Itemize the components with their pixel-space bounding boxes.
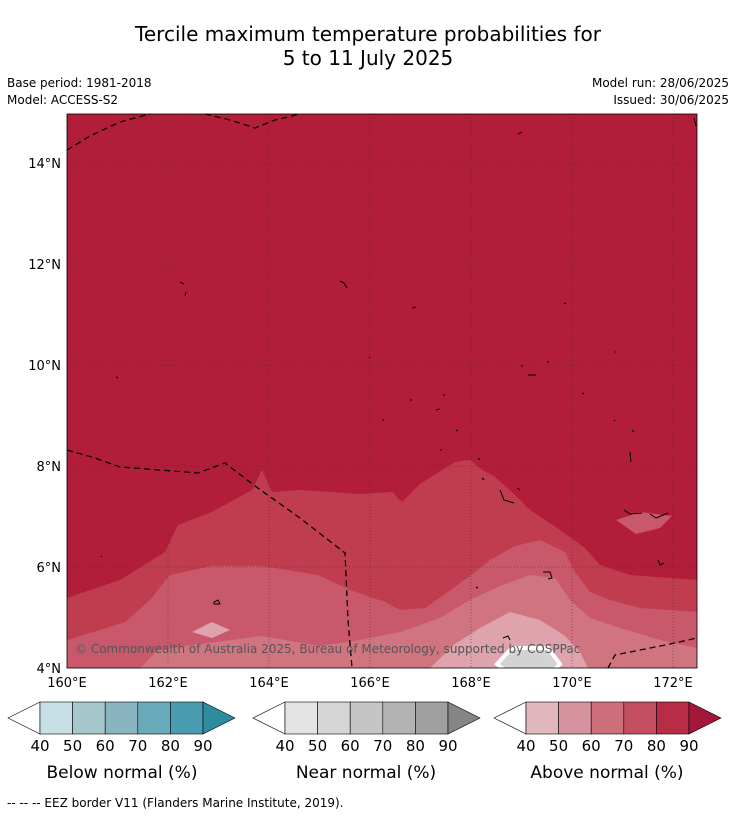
title-line-1: Tercile maximum temperature probabilitie… [135, 22, 601, 46]
cb-near-seg-3 [349, 701, 384, 735]
cb-below-tick-70: 70 [128, 737, 147, 755]
cb-above-tick-70: 70 [614, 737, 633, 755]
map-frame [66, 113, 698, 669]
cb-above-seg-1 [525, 701, 559, 735]
field-near-normal [497, 648, 560, 668]
issued-date: Issued: 30/06/2025 [613, 93, 729, 107]
cb-above-seg-4 [623, 701, 657, 735]
meta-right: Model run: 28/06/2025 Issued: 30/06/2025 [592, 75, 729, 109]
cb-near-arrow-high [447, 701, 481, 735]
cb-above-seg-3 [590, 701, 625, 735]
cb-below-arrow-low [7, 701, 41, 735]
cb-above-arrow-high [688, 701, 722, 735]
cb-above-seg-5 [656, 701, 690, 735]
cb-below-tick-80: 80 [161, 737, 180, 755]
lon-tick-164: 164°E [249, 676, 289, 691]
cb-above-tick-90: 90 [679, 737, 698, 755]
base-period: Base period: 1981-2018 [7, 76, 152, 90]
cb-above-tick-40: 40 [516, 737, 535, 755]
cb-near-seg-5 [415, 701, 449, 735]
cb-near-tick-50: 50 [308, 737, 327, 755]
lon-tick-160: 160°E [47, 676, 87, 691]
cb-below-seg-5 [170, 701, 204, 735]
cb-above-tick-60: 60 [582, 737, 601, 755]
cb-above-seg-2 [558, 701, 592, 735]
model-run: Model run: 28/06/2025 [591, 76, 729, 90]
cb-above-arrow-low [493, 701, 527, 735]
islands [100, 117, 697, 641]
colorbar-near: 40 50 60 70 80 90 Near normal (%) [252, 701, 481, 783]
cb-near-tick-80: 80 [406, 737, 425, 755]
field-near-outline [494, 646, 563, 668]
lat-tick-8: 8°N [37, 460, 62, 475]
lon-ticks: 160°E 162°E 164°E 166°E 168°E 170°E 172°… [47, 676, 693, 691]
lat-ticks: 14°N 12°N 10°N 8°N 6°N 4°N [28, 157, 61, 677]
cb-near-title: Near normal (%) [296, 763, 436, 783]
graticule [67, 114, 697, 668]
cb-below-tick-40: 40 [30, 737, 49, 755]
cb-below-tick-90: 90 [193, 737, 212, 755]
footnote: -- -- -- EEZ border V11 (Flanders Marine… [7, 796, 344, 810]
eez-borders [67, 114, 697, 668]
lat-tick-10: 10°N [28, 359, 61, 374]
lat-tick-14: 14°N [28, 157, 61, 172]
cb-above-tick-80: 80 [647, 737, 666, 755]
map-plot-area: © Commonwealth of Australia 2025, Bureau… [67, 114, 697, 668]
lon-tick-170: 170°E [552, 676, 592, 691]
field-light-patch [192, 622, 230, 638]
cb-near-seg-1 [284, 701, 318, 735]
cb-near-tick-70: 70 [373, 737, 392, 755]
cb-below-seg-4 [137, 701, 171, 735]
model-name: Model: ACCESS-S2 [7, 93, 119, 107]
cb-near-tick-40: 40 [275, 737, 294, 755]
meta-left: Base period: 1981-2018 Model: ACCESS-S2 [7, 75, 152, 109]
lon-tick-166: 166°E [350, 676, 390, 691]
lon-tick-162: 162°E [148, 676, 188, 691]
cb-near-arrow-low [252, 701, 286, 735]
cb-below-tick-50: 50 [63, 737, 82, 755]
lat-tick-12: 12°N [28, 258, 61, 273]
colorbar-above: 40 50 60 70 80 90 Above normal (%) [493, 701, 722, 783]
cb-near-seg-4 [382, 701, 416, 735]
cb-near-tick-60: 60 [341, 737, 360, 755]
map-title: Tercile maximum temperature probabilitie… [0, 22, 736, 70]
cb-below-tick-60: 60 [96, 737, 115, 755]
cb-below-seg-2 [72, 701, 106, 735]
lat-tick-6: 6°N [37, 561, 62, 576]
lon-tick-172: 172°E [653, 676, 693, 691]
cb-near-seg-2 [317, 701, 351, 735]
cb-above-tick-50: 50 [549, 737, 568, 755]
copyright-text: © Commonwealth of Australia 2025, Bureau… [75, 642, 580, 656]
cb-below-arrow-high [202, 701, 236, 735]
cb-below-seg-1 [39, 701, 73, 735]
cb-below-title: Below normal (%) [47, 763, 198, 783]
cb-below-seg-3 [104, 701, 139, 735]
title-line-2: 5 to 11 July 2025 [282, 46, 454, 70]
lon-tick-168: 168°E [451, 676, 491, 691]
cb-near-tick-90: 90 [438, 737, 457, 755]
lat-tick-4: 4°N [37, 662, 62, 677]
colorbar-below: 40 50 60 70 80 90 Below normal (%) [7, 701, 236, 783]
cb-above-title: Above normal (%) [530, 763, 683, 783]
